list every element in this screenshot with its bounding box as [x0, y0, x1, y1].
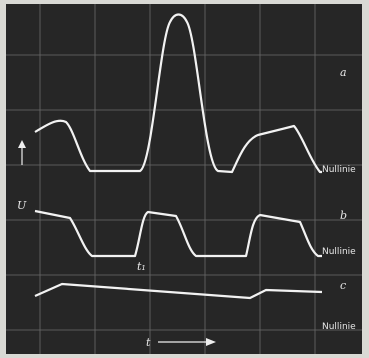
trace-label: c [340, 279, 346, 292]
trace-label: b [340, 209, 347, 222]
x-axis-label: t [146, 336, 151, 349]
marker-label: t₁ [137, 260, 146, 273]
baseline-label: Nullinie [322, 165, 356, 175]
oscilloscope-screen: a b c Nullinie Nullinie Nullinie U t₁ t [0, 0, 369, 358]
screen [6, 4, 362, 354]
y-axis-label: U [17, 199, 27, 212]
baseline-label: Nullinie [322, 322, 356, 332]
baseline-label: Nullinie [322, 247, 356, 257]
trace-label: a [340, 66, 347, 79]
